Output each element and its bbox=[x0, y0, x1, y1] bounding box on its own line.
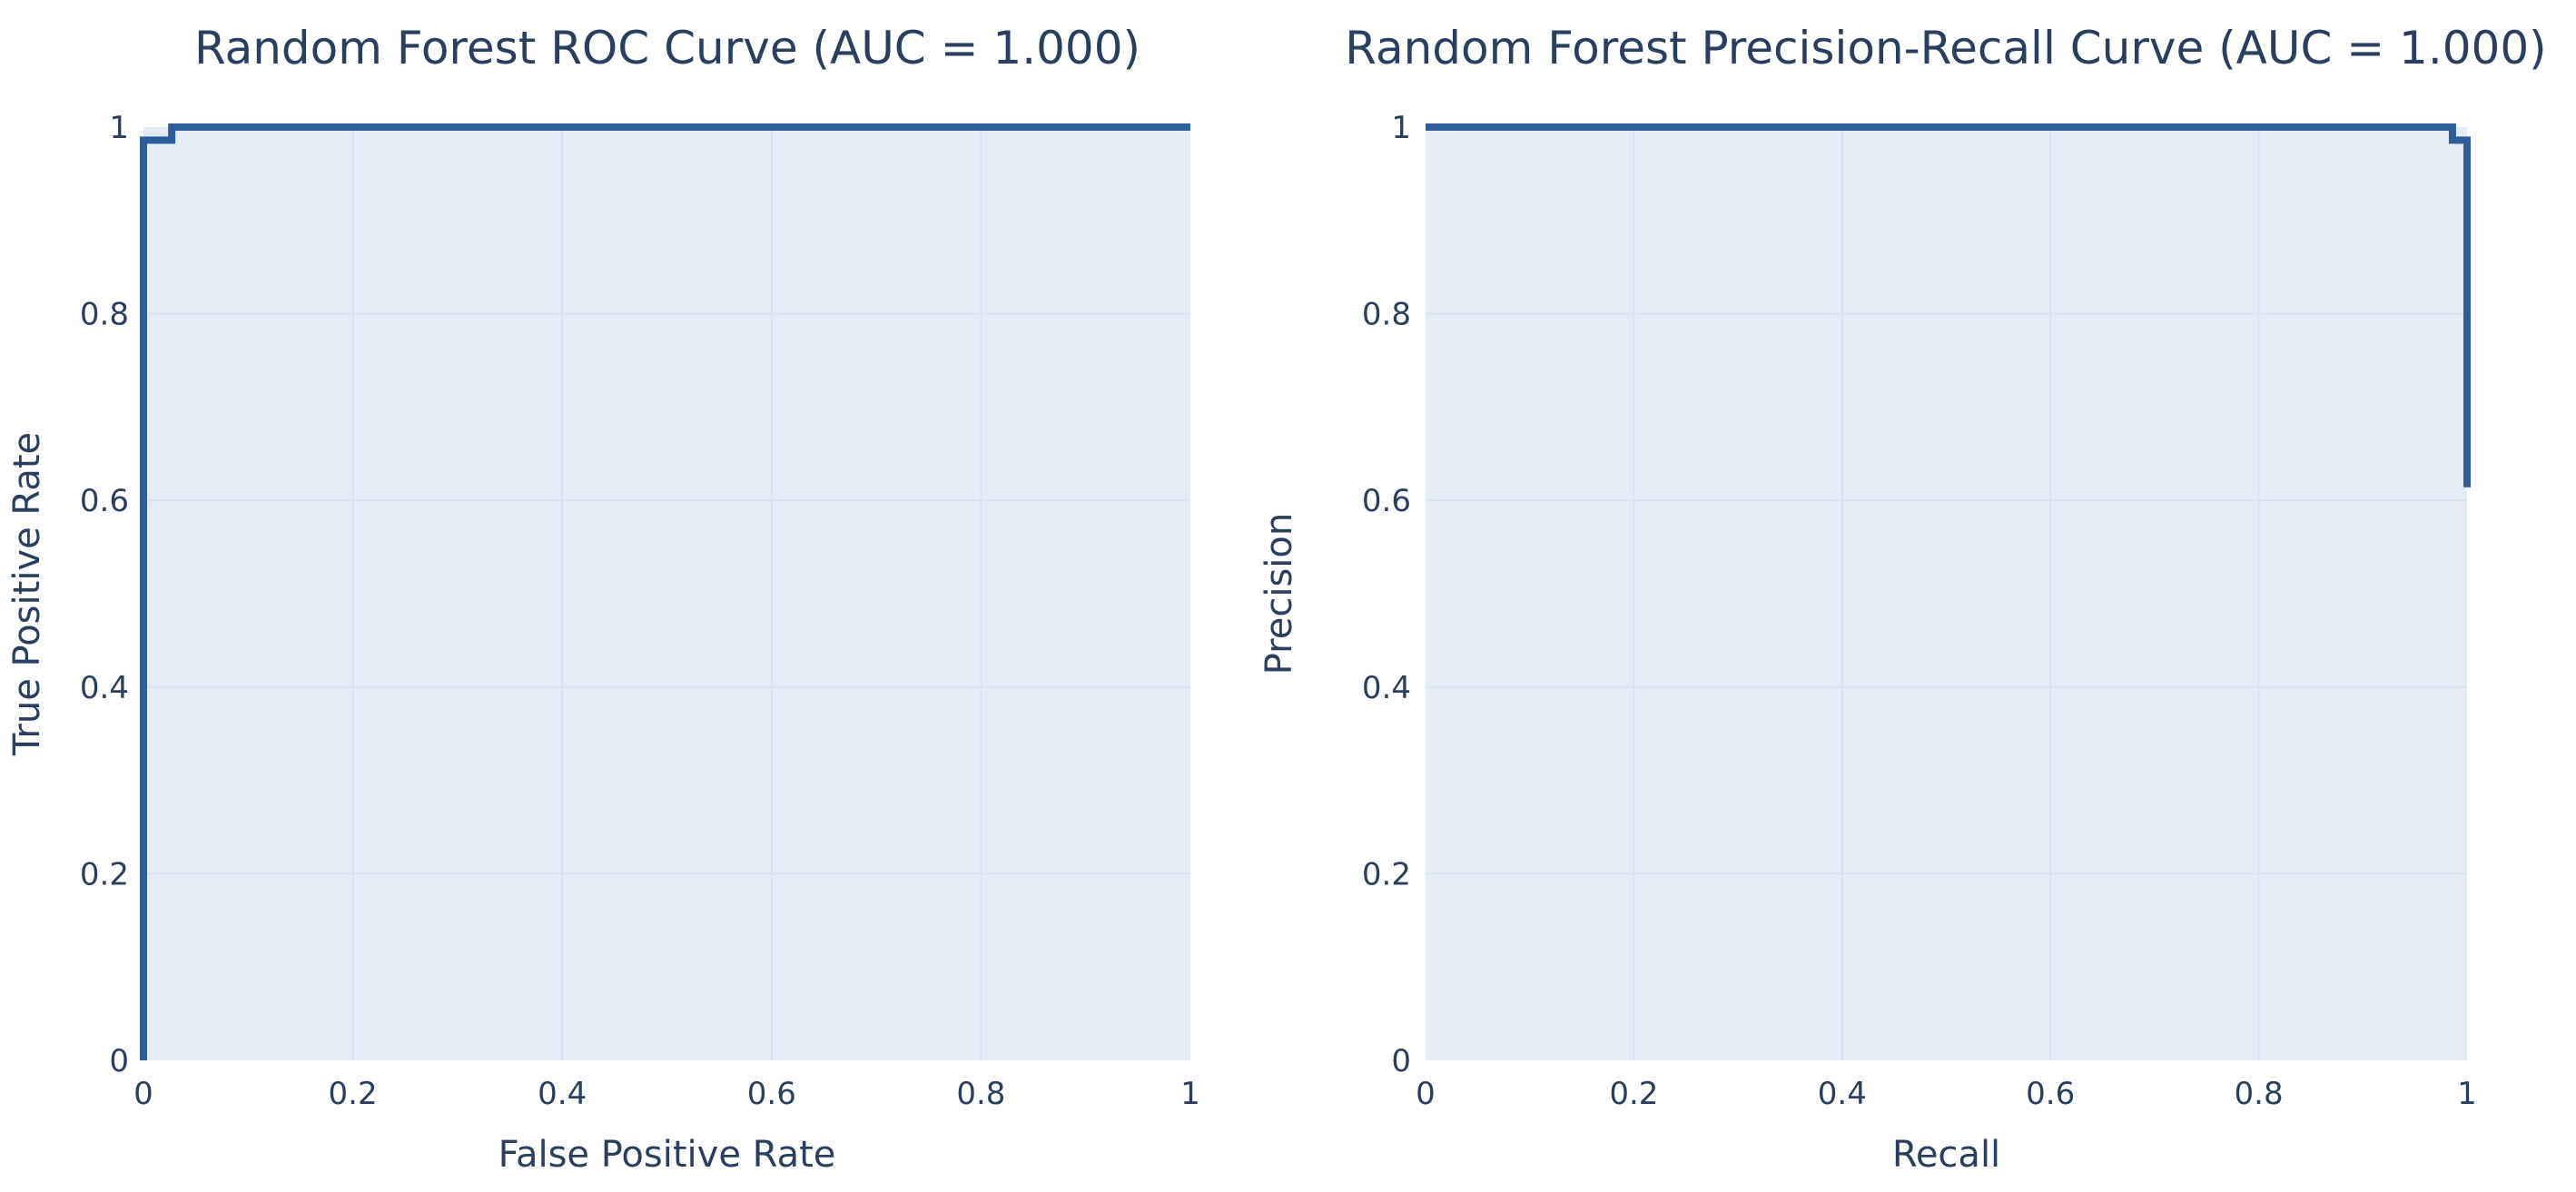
x-tick-label: 1 bbox=[1180, 1076, 1200, 1112]
y-tick-label: 0 bbox=[1391, 1043, 1411, 1079]
x-tick-label: 0.6 bbox=[747, 1076, 796, 1112]
x-tick-label: 0 bbox=[1416, 1076, 1436, 1112]
x-tick-label: 0 bbox=[133, 1076, 153, 1112]
y-tick-label: 0.4 bbox=[80, 670, 129, 706]
x-tick-label: 0.4 bbox=[538, 1076, 587, 1112]
x-tick-label: 0.4 bbox=[1818, 1076, 1867, 1112]
y-axis-title: True Positive Rate bbox=[6, 432, 48, 756]
y-tick-label: 0.4 bbox=[1362, 670, 1411, 706]
y-tick-label: 0 bbox=[109, 1043, 129, 1079]
x-tick-label: 0.2 bbox=[329, 1076, 378, 1112]
y-tick-label: 0.8 bbox=[1362, 297, 1411, 333]
y-axis-title: Precision bbox=[1258, 513, 1300, 675]
y-tick-label: 1 bbox=[109, 110, 129, 146]
y-tick-label: 1 bbox=[1391, 110, 1411, 146]
curve-area-fill bbox=[1426, 127, 2467, 1060]
curve-line bbox=[1426, 123, 2471, 488]
curve-line bbox=[140, 123, 1190, 1060]
chart-title: Random Forest Precision-Recall Curve (AU… bbox=[1345, 22, 2546, 74]
x-tick-label: 0.6 bbox=[2026, 1076, 2075, 1112]
x-tick-label: 0.2 bbox=[1609, 1076, 1658, 1112]
chart-title: Random Forest ROC Curve (AUC = 1.000) bbox=[194, 22, 1140, 74]
y-tick-label: 0.6 bbox=[80, 483, 129, 519]
y-tick-label: 0.2 bbox=[80, 856, 129, 892]
x-axis-title: False Positive Rate bbox=[498, 1134, 836, 1176]
chart-1: 0 0.2 0.4 0.6 0.8 1 0 0.2 0.4 0.6 0.8 1 Random Fores… bbox=[6, 22, 1200, 1176]
x-tick-label: 0.8 bbox=[956, 1076, 1005, 1112]
y-tick-label: 0.6 bbox=[1362, 483, 1411, 519]
curve-area-fill bbox=[143, 127, 1190, 1060]
y-tick-label: 0.8 bbox=[80, 297, 129, 333]
x-tick-label: 0.8 bbox=[2235, 1076, 2284, 1112]
x-axis-title: Recall bbox=[1892, 1134, 2000, 1176]
x-tick-label: 1 bbox=[2457, 1076, 2477, 1112]
y-tick-label: 0.2 bbox=[1362, 856, 1411, 892]
chart-2: 0 0.2 0.4 0.6 0.8 1 0 0.2 0.4 0.6 0.8 1 Random Fores… bbox=[1258, 22, 2547, 1176]
